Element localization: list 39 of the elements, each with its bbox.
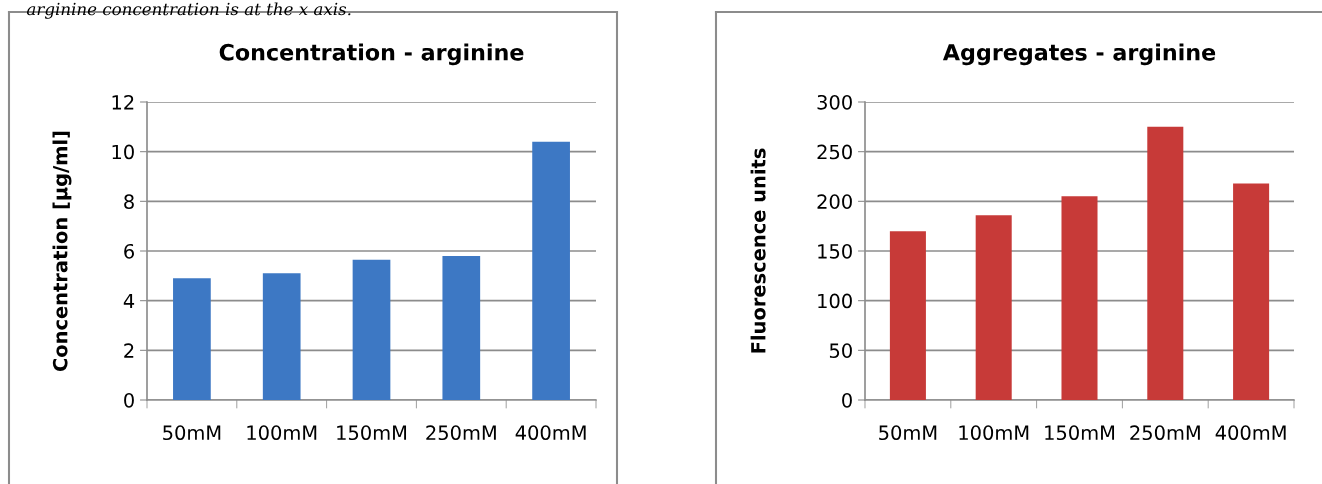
bar xyxy=(173,278,211,400)
bar xyxy=(975,215,1012,400)
bar xyxy=(532,141,570,400)
y-tick-label: 10 xyxy=(112,144,134,160)
y-tick-label: 12 xyxy=(112,94,134,110)
y-tick-label: 0 xyxy=(842,392,852,408)
chart-title: Concentration - arginine xyxy=(219,43,524,66)
y-tick-label: 100 xyxy=(818,293,852,309)
x-tick-label: 400mM xyxy=(1215,425,1286,441)
x-tick-label: 100mM xyxy=(959,425,1029,441)
x-tick-label: 50mM xyxy=(879,425,937,441)
x-tick-label: 400mM xyxy=(515,425,586,441)
bar xyxy=(1061,196,1098,400)
bar xyxy=(442,255,481,400)
text: arginine concentration is at the x axis. xyxy=(27,2,351,19)
x-tick-label: 50mM xyxy=(163,425,221,441)
bar xyxy=(262,273,301,400)
y-tick-label: 150 xyxy=(818,243,852,259)
bar xyxy=(1147,126,1184,400)
y-tick-label: 4 xyxy=(123,293,135,309)
x-tick-label: 250mM xyxy=(426,425,496,441)
y-tick-label: 8 xyxy=(124,194,134,209)
y-tick-label: 2 xyxy=(124,343,134,358)
chart-title: Aggregates - arginine xyxy=(942,43,1216,66)
bar xyxy=(889,231,926,400)
y-axis-title: Concentration [µg/ml] xyxy=(52,131,72,372)
x-tick-label: 250mM xyxy=(1130,425,1200,441)
bar xyxy=(352,259,391,400)
x-tick-label: 100mM xyxy=(247,425,317,441)
y-tick-label: 6 xyxy=(124,243,134,259)
x-tick-label: 150mM xyxy=(1045,425,1115,441)
y-axis-title: Fluorescence units xyxy=(750,148,766,353)
bar xyxy=(1233,183,1270,400)
y-tick-label: 0 xyxy=(124,392,134,408)
y-tick-label: 250 xyxy=(817,144,852,160)
y-tick-label: 200 xyxy=(817,194,852,209)
y-tick-label: 50 xyxy=(829,343,852,358)
x-tick-label: 150mM xyxy=(337,425,407,441)
y-tick-label: 300 xyxy=(817,94,852,110)
